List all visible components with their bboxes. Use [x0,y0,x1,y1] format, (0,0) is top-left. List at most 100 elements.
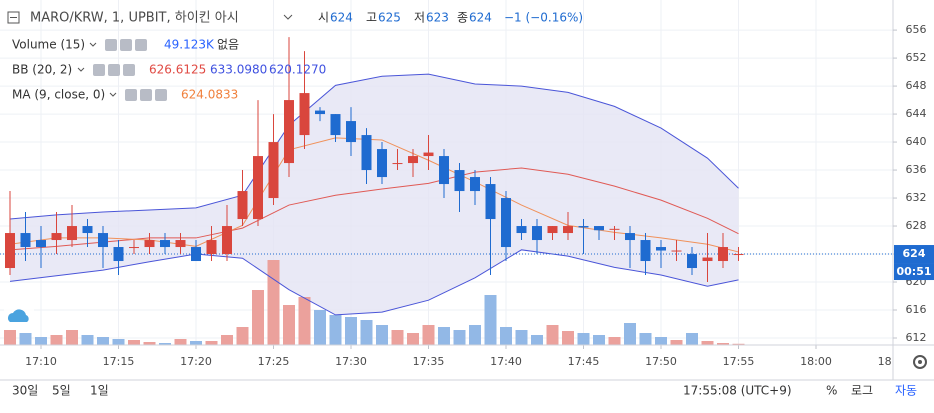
candle-body [377,149,387,178]
settings-icon[interactable] [913,355,927,369]
volume-bar [143,342,156,345]
volume-bar [66,330,78,345]
volume-bar [376,325,388,345]
change-value: −1 (−0.16%) [504,11,583,25]
candle-body [175,240,186,248]
candle-body [501,198,511,248]
range-button[interactable]: 1일 [90,384,109,398]
candle-body [547,226,558,234]
candle-body [206,240,217,255]
volume-bar [360,320,373,345]
volume-bar [407,333,419,345]
candle-body [36,240,46,248]
legend-icon[interactable] [108,64,120,76]
candle-body [563,226,573,234]
candle-body [113,247,124,262]
y-tick-label: 652 [906,51,927,64]
volume-bar [97,337,109,345]
x-tick-label: 17:20 [180,355,212,368]
volume-bar [639,333,652,345]
candle-body [578,226,589,228]
legend-icon[interactable] [155,89,167,101]
range-button[interactable]: 5일 [52,384,71,398]
x-tick-label: 18:05 [878,355,910,368]
candle-body [315,110,325,115]
scale-option[interactable]: % [826,384,837,398]
volume-bar [50,335,63,345]
y-tick-label: 640 [906,135,927,148]
y-tick-label: 656 [906,23,927,36]
volume-bar [298,297,311,345]
collapse-icon[interactable] [7,11,20,24]
volume-bar [577,333,590,345]
legend-icon[interactable] [135,39,147,51]
y-tick-label: 644 [906,107,927,120]
legend-name[interactable]: BB (20, 2) [12,63,72,77]
y-tick-label: 628 [906,219,927,232]
bb-lower-line [9,249,739,316]
candle-body [392,163,403,165]
scale-option[interactable]: 로그 [851,384,873,398]
bollinger-band-fill [10,74,739,315]
countdown-box [894,263,934,281]
legend-icon[interactable] [105,39,117,51]
candle-body [330,114,341,136]
legend-icon[interactable] [123,64,135,76]
legend-icon[interactable] [120,39,132,51]
chevron [283,14,293,20]
ohlc-value: 625 [378,11,401,25]
legend-name[interactable]: Volume (15) [12,38,85,52]
candle-body [129,247,139,249]
scale-option[interactable]: 자동 [895,384,917,398]
volume-bar [422,325,435,345]
y-tick-label: 648 [906,79,927,92]
symbol-title[interactable]: MARO/KRW, 1, UPBIT, 하이킨 아시 [30,11,239,26]
volume-bar [562,331,574,345]
volume-bar [593,335,605,345]
legend-icon[interactable] [125,89,137,101]
y-tick-label: 632 [906,191,927,204]
volume-bar [159,343,171,345]
legend-icon[interactable] [140,89,152,101]
candle-body [718,247,728,262]
volume-bar [221,335,233,345]
legend-name[interactable]: MA (9, close, 0) [12,88,105,102]
x-tick-label: 17:35 [413,355,445,368]
candle-body [702,257,713,262]
candle-body [656,247,666,251]
candle-body [687,254,697,269]
candle-body [191,247,201,262]
logo [4,300,34,330]
last-price-box [894,245,934,264]
x-tick-label: 17:45 [568,355,600,368]
candle-body [5,233,15,269]
volume-bar [670,340,683,345]
legend-value: 49.123K [164,38,215,52]
candle-body [470,177,480,192]
candle-body [299,93,310,136]
ohlc-label: 저 [414,11,425,25]
legend-value: 620.1270 [269,63,326,77]
legend-icon[interactable] [93,64,105,76]
volume-bar [717,343,729,345]
candle-body [20,233,31,248]
volume-bar [469,325,481,345]
volume-bar [35,337,47,345]
ohlc-label: 고 [366,11,377,25]
ohlc-value: 624 [469,11,492,25]
last-price-label: 624 [903,247,926,260]
volume-bar [205,341,218,345]
legend-value: 624.0833 [181,88,238,102]
range-button[interactable]: 30일 [12,384,38,398]
candle-body [51,233,62,241]
candle-body [253,156,263,220]
bb-upper-line [9,73,739,220]
volume-bar [236,327,249,345]
ohlc-value: 623 [426,11,449,25]
y-tick-label: 616 [906,303,927,316]
y-tick-label: 612 [906,331,927,344]
candle-body [671,250,682,252]
volume-bar [608,337,621,345]
candle-body [454,170,465,192]
